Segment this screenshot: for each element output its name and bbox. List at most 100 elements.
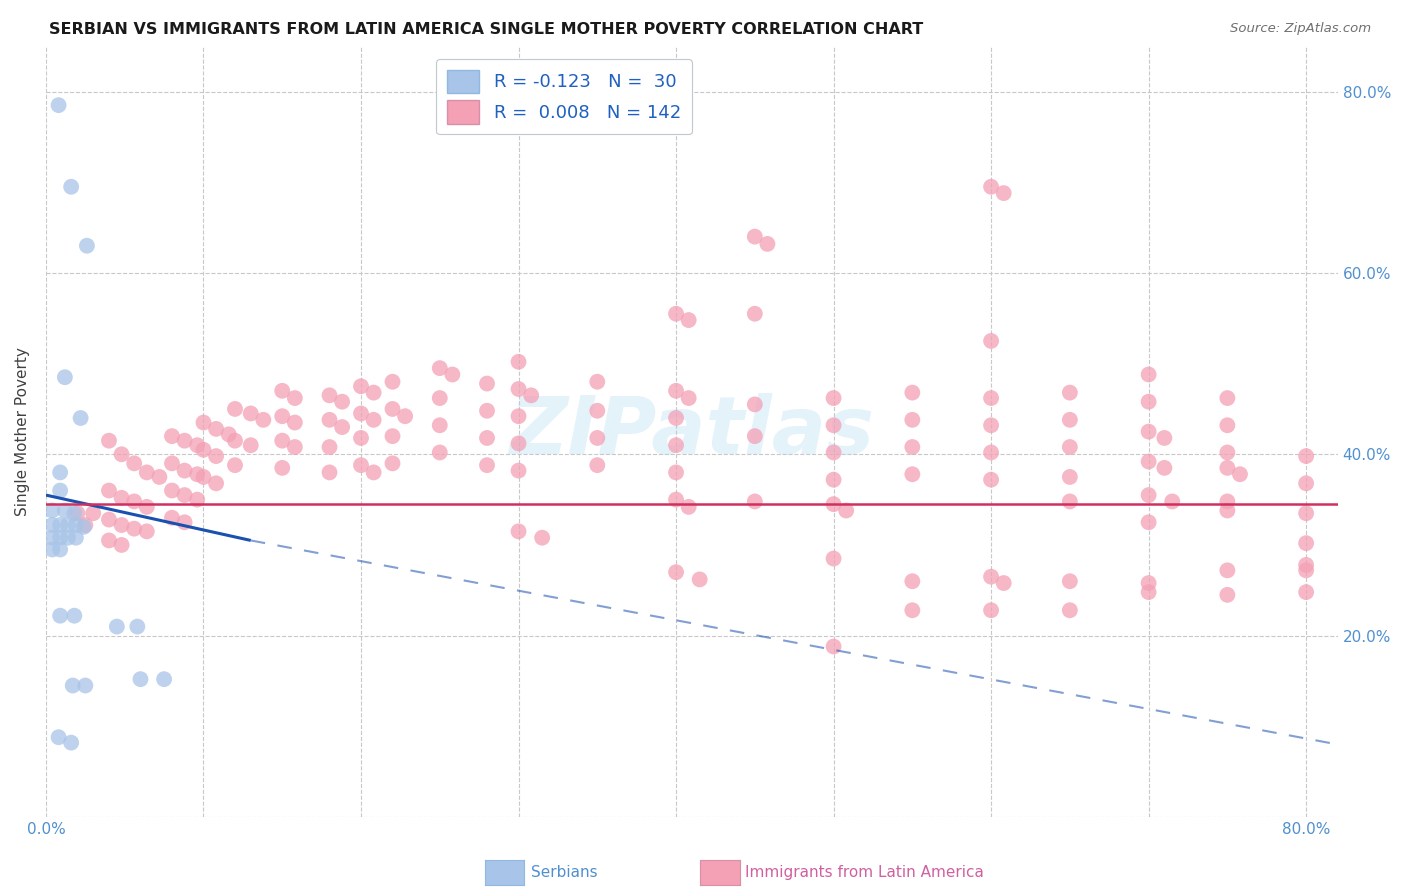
Point bbox=[1216, 391, 1239, 405]
Point bbox=[49, 518, 72, 533]
Point bbox=[53, 370, 76, 384]
Point bbox=[1137, 576, 1160, 591]
Point bbox=[205, 422, 228, 436]
Point bbox=[1137, 516, 1160, 530]
Point bbox=[110, 447, 132, 461]
Point bbox=[284, 391, 307, 405]
Point bbox=[678, 500, 700, 514]
Point bbox=[1137, 585, 1160, 599]
Point bbox=[823, 473, 845, 487]
Point bbox=[665, 307, 688, 321]
Point bbox=[901, 574, 924, 589]
Point bbox=[65, 531, 87, 545]
Point bbox=[744, 229, 766, 244]
Point bbox=[429, 361, 451, 376]
Point bbox=[520, 388, 543, 402]
Point bbox=[475, 458, 498, 472]
Point bbox=[110, 491, 132, 505]
Point bbox=[135, 524, 157, 539]
Point bbox=[508, 436, 530, 450]
Point bbox=[980, 473, 1002, 487]
Point bbox=[49, 542, 72, 557]
Point bbox=[49, 531, 72, 545]
Point bbox=[239, 407, 262, 421]
Point bbox=[678, 313, 700, 327]
Point bbox=[1137, 454, 1160, 468]
Point bbox=[586, 403, 609, 417]
Point bbox=[49, 608, 72, 623]
Point bbox=[901, 440, 924, 454]
Point bbox=[508, 355, 530, 369]
Point bbox=[193, 442, 215, 457]
Point bbox=[160, 456, 183, 470]
Point bbox=[41, 531, 63, 545]
Point bbox=[823, 640, 845, 654]
Point bbox=[508, 464, 530, 478]
Point bbox=[689, 573, 711, 587]
Point bbox=[901, 467, 924, 482]
Point bbox=[224, 458, 246, 472]
Point bbox=[1059, 574, 1081, 589]
Point bbox=[980, 391, 1002, 405]
Point bbox=[381, 429, 404, 443]
Point bbox=[744, 397, 766, 411]
Point bbox=[69, 411, 91, 425]
Point bbox=[48, 730, 70, 744]
Point bbox=[901, 385, 924, 400]
Point bbox=[218, 427, 240, 442]
Point bbox=[1295, 585, 1317, 599]
Point bbox=[980, 603, 1002, 617]
Point bbox=[665, 492, 688, 507]
Point bbox=[475, 403, 498, 417]
Point bbox=[1295, 506, 1317, 520]
Point bbox=[63, 608, 86, 623]
Point bbox=[508, 382, 530, 396]
Point bbox=[586, 431, 609, 445]
Point bbox=[586, 458, 609, 472]
Point bbox=[63, 506, 86, 520]
Point bbox=[98, 533, 121, 548]
Point bbox=[49, 483, 72, 498]
Point bbox=[271, 384, 294, 398]
Point bbox=[173, 464, 195, 478]
Point bbox=[122, 494, 145, 508]
Point bbox=[980, 334, 1002, 348]
Point bbox=[98, 483, 121, 498]
Point bbox=[186, 438, 208, 452]
Point bbox=[678, 391, 700, 405]
Point bbox=[756, 236, 779, 251]
Point bbox=[135, 466, 157, 480]
Point bbox=[350, 431, 373, 445]
Point bbox=[980, 418, 1002, 433]
Point bbox=[41, 542, 63, 557]
Point bbox=[823, 418, 845, 433]
Point bbox=[186, 467, 208, 482]
Legend: R = -0.123   N =  30, R =  0.008   N = 142: R = -0.123 N = 30, R = 0.008 N = 142 bbox=[436, 59, 692, 135]
Point bbox=[665, 466, 688, 480]
Y-axis label: Single Mother Poverty: Single Mother Poverty bbox=[15, 347, 30, 516]
Point bbox=[1137, 394, 1160, 409]
Point bbox=[980, 445, 1002, 459]
Point bbox=[744, 429, 766, 443]
Point bbox=[350, 379, 373, 393]
Point bbox=[224, 434, 246, 448]
Point bbox=[60, 736, 83, 750]
Point bbox=[110, 538, 132, 552]
Point bbox=[1153, 431, 1175, 445]
Point bbox=[980, 179, 1002, 194]
Point bbox=[148, 470, 170, 484]
Point bbox=[665, 384, 688, 398]
Point bbox=[41, 518, 63, 533]
Point bbox=[901, 603, 924, 617]
Point bbox=[1229, 467, 1251, 482]
Point bbox=[48, 98, 70, 112]
Text: Serbians: Serbians bbox=[531, 865, 598, 880]
Point bbox=[350, 407, 373, 421]
Point bbox=[110, 518, 132, 533]
Point bbox=[284, 440, 307, 454]
Point bbox=[173, 434, 195, 448]
Point bbox=[73, 520, 96, 534]
Point bbox=[381, 375, 404, 389]
Point bbox=[252, 413, 274, 427]
Point bbox=[53, 503, 76, 517]
